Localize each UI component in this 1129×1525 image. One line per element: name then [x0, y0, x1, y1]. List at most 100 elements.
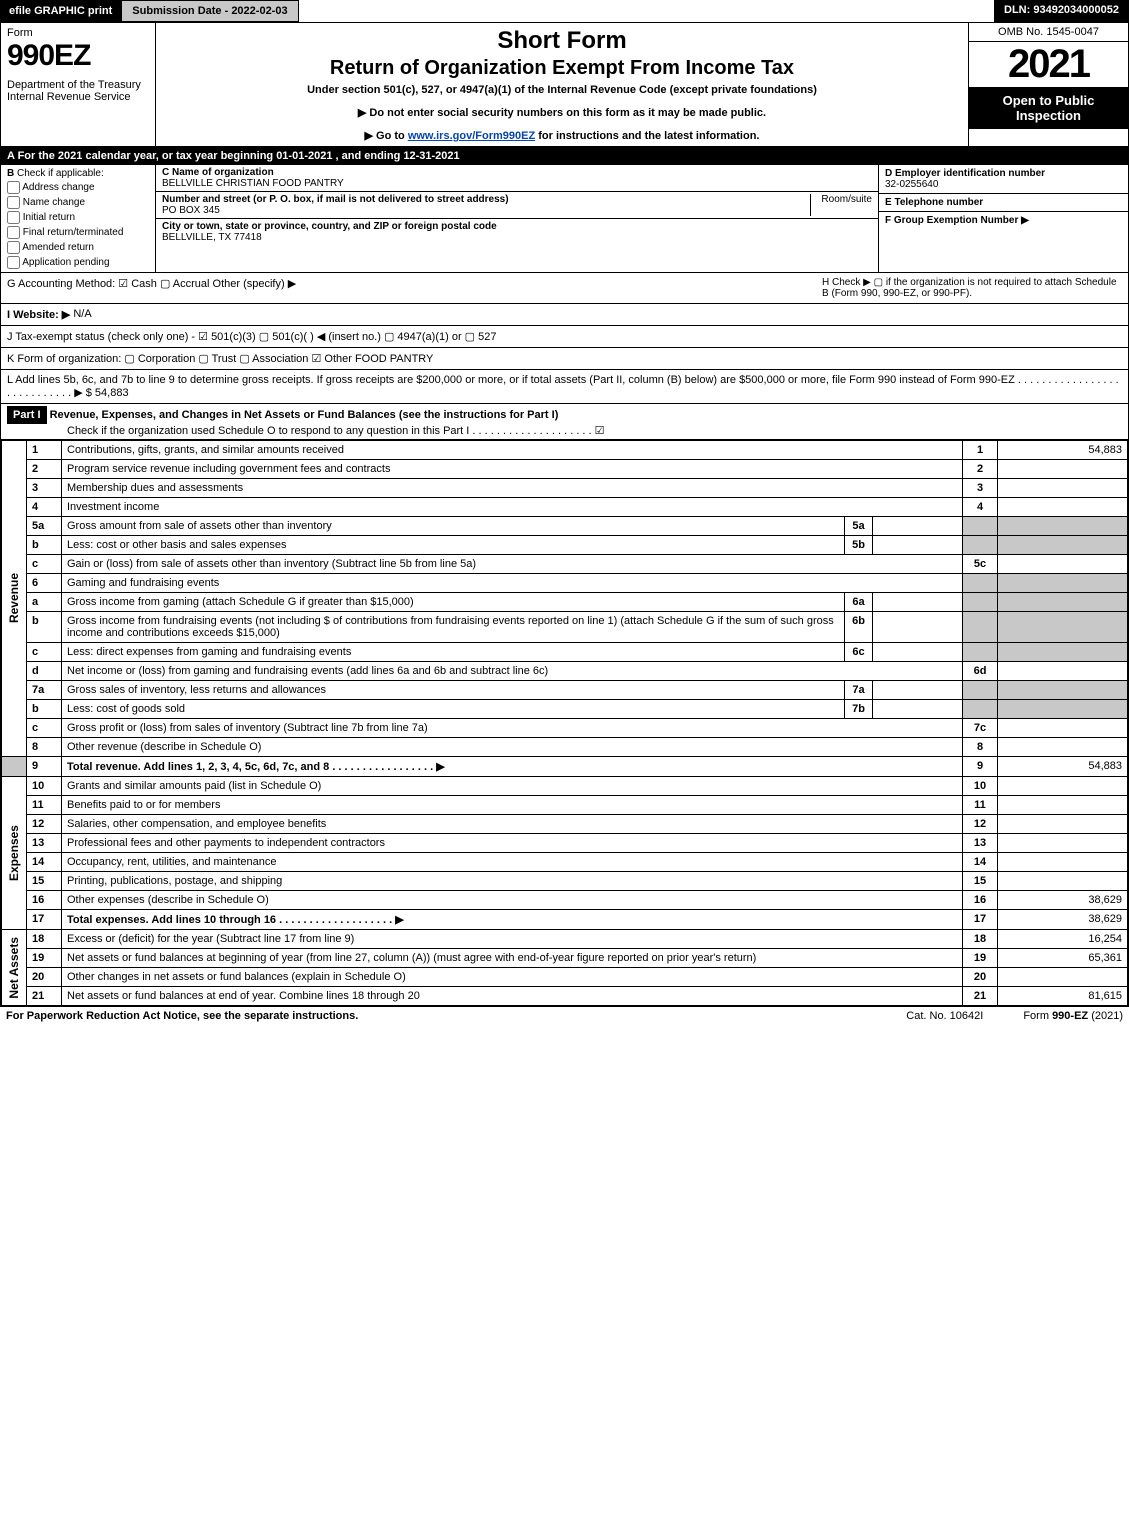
line-desc: Other changes in net assets or fund bala… [62, 968, 963, 987]
line-num: 15 [27, 872, 62, 891]
address-header: Number and street (or P. O. box, if mail… [162, 194, 810, 205]
group-exemption-header: F Group Exemption Number ▶ [885, 215, 1122, 226]
shade [998, 681, 1128, 700]
chk-application-pending[interactable]: Application pending [7, 256, 149, 269]
b-check-label: Check if applicable: [17, 168, 104, 179]
chk-final-return[interactable]: Final return/terminated [7, 226, 149, 239]
line-desc: Gross amount from sale of assets other t… [62, 517, 845, 536]
line-desc: Gaming and fundraising events [62, 574, 963, 593]
line-value [998, 460, 1128, 479]
irs-link[interactable]: www.irs.gov/Form990EZ [408, 130, 535, 142]
city-header: City or town, state or province, country… [162, 221, 497, 232]
line-ref: 13 [963, 834, 998, 853]
sub-value [873, 643, 963, 662]
org-name-value: BELLVILLE CHRISTIAN FOOD PANTRY [162, 178, 344, 189]
sub-value [873, 536, 963, 555]
info-block: B Check if applicable: Address change Na… [1, 165, 1128, 273]
under-section-text: Under section 501(c), 527, or 4947(a)(1)… [164, 84, 960, 96]
chk-name-change[interactable]: Name change [7, 196, 149, 209]
shade [998, 536, 1128, 555]
shade [963, 643, 998, 662]
top-toolbar: efile GRAPHIC print Submission Date - 20… [0, 0, 1129, 22]
row-j: J Tax-exempt status (check only one) - ☑… [1, 326, 1128, 348]
sub-ref: 5a [845, 517, 873, 536]
line-desc: Occupancy, rent, utilities, and maintena… [62, 853, 963, 872]
expenses-rotated-label: Expenses [2, 777, 27, 930]
line-num: 13 [27, 834, 62, 853]
address-value: PO BOX 345 [162, 205, 810, 216]
line-desc: Salaries, other compensation, and employ… [62, 815, 963, 834]
sub-value [873, 700, 963, 719]
line-num: 10 [27, 777, 62, 796]
line-desc: Excess or (deficit) for the year (Subtra… [62, 930, 963, 949]
sub-value [873, 593, 963, 612]
line-desc: Gross income from gaming (attach Schedul… [62, 593, 845, 612]
line-ref: 6d [963, 662, 998, 681]
line-desc: Membership dues and assessments [62, 479, 963, 498]
schedule-b-check: H Check ▶ ▢ if the organization is not r… [822, 277, 1122, 299]
chk-amended-return[interactable]: Amended return [7, 241, 149, 254]
sub-value [873, 612, 963, 643]
shade [963, 574, 998, 593]
line-ref: 2 [963, 460, 998, 479]
shade [998, 643, 1128, 662]
line-desc: Other expenses (describe in Schedule O) [62, 891, 963, 910]
line-ref: 19 [963, 949, 998, 968]
line-value [998, 479, 1128, 498]
line-num: 17 [27, 910, 62, 930]
b-label: B [7, 168, 14, 179]
line-ref: 14 [963, 853, 998, 872]
room-suite: Room/suite [810, 194, 872, 216]
line-num: d [27, 662, 62, 681]
line-value [998, 555, 1128, 574]
line-desc: Investment income [62, 498, 963, 517]
open-to-public: Open to Public Inspection [969, 87, 1128, 129]
sub-ref: 6c [845, 643, 873, 662]
line-desc: Benefits paid to or for members [62, 796, 963, 815]
line-num: b [27, 536, 62, 555]
shade [998, 700, 1128, 719]
return-title: Return of Organization Exempt From Incom… [164, 57, 960, 80]
chk-address-change[interactable]: Address change [7, 181, 149, 194]
efile-print-button[interactable]: efile GRAPHIC print [0, 0, 121, 22]
telephone-header: E Telephone number [885, 197, 1122, 208]
line-ref: 4 [963, 498, 998, 517]
sub-ref: 7b [845, 700, 873, 719]
form-word: Form [7, 27, 149, 39]
part-i-header: Part I Revenue, Expenses, and Changes in… [1, 404, 1128, 440]
line-num: c [27, 555, 62, 574]
line-num: 14 [27, 853, 62, 872]
line-value: 54,883 [998, 441, 1128, 460]
ein-row: D Employer identification number 32-0255… [879, 165, 1128, 194]
row-g-h: G Accounting Method: ☑ Cash ▢ Accrual Ot… [1, 273, 1128, 304]
chk-initial-return[interactable]: Initial return [7, 211, 149, 224]
accounting-method: G Accounting Method: ☑ Cash ▢ Accrual Ot… [7, 277, 822, 299]
line-value [998, 738, 1128, 757]
line-num: 3 [27, 479, 62, 498]
line-desc: Gain or (loss) from sale of assets other… [62, 555, 963, 574]
line-desc: Program service revenue including govern… [62, 460, 963, 479]
org-name-header: C Name of organization [162, 167, 344, 178]
line-num: c [27, 719, 62, 738]
line-num: b [27, 612, 62, 643]
line-desc: Contributions, gifts, grants, and simila… [62, 441, 963, 460]
line-value [998, 968, 1128, 987]
line-num: 5a [27, 517, 62, 536]
sub-ref: 7a [845, 681, 873, 700]
line-num: b [27, 700, 62, 719]
line-ref: 15 [963, 872, 998, 891]
sub-value [873, 517, 963, 536]
section-d-e-f: D Employer identification number 32-0255… [878, 165, 1128, 272]
line-ref: 7c [963, 719, 998, 738]
line-value [998, 853, 1128, 872]
line-desc: Net income or (loss) from gaming and fun… [62, 662, 963, 681]
telephone-row: E Telephone number [879, 194, 1128, 212]
shade [998, 517, 1128, 536]
line-desc: Total expenses. Add lines 10 through 16 … [62, 910, 963, 930]
sub-value [873, 681, 963, 700]
line-value [998, 872, 1128, 891]
line-desc: Printing, publications, postage, and shi… [62, 872, 963, 891]
shade [998, 574, 1128, 593]
line-ref: 20 [963, 968, 998, 987]
line-num: 9 [27, 757, 62, 777]
